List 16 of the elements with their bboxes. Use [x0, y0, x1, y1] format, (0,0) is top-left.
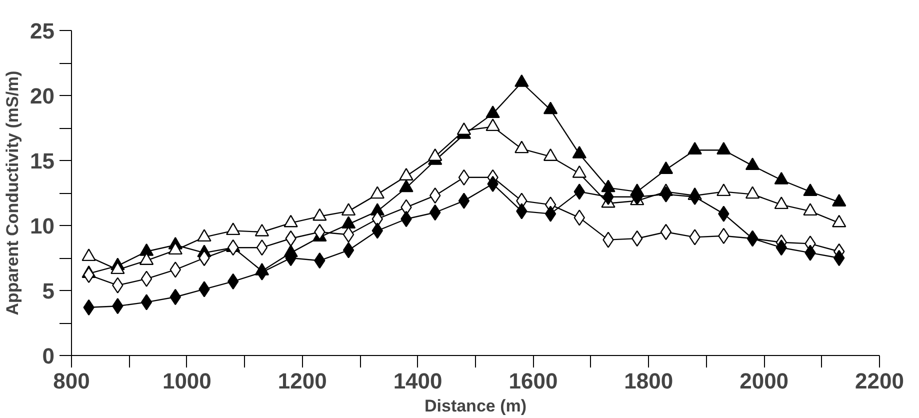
x-axis-title: Distance (m) — [424, 396, 527, 416]
x-tick-label: 2200 — [855, 368, 904, 394]
x-tick-label: 1600 — [508, 368, 558, 394]
x-tick-label: 1200 — [278, 368, 327, 394]
y-tick-label: 0 — [42, 344, 55, 368]
x-tick-label: 1000 — [162, 368, 212, 394]
y-tick-label: 15 — [30, 148, 55, 174]
y-axis-title: Apparent Conductivity (mS/m) — [3, 70, 22, 316]
x-tick-label: 1400 — [393, 368, 442, 394]
y-tick-label: 20 — [30, 84, 55, 108]
x-tick-label: 1800 — [624, 368, 674, 394]
y-tick-label: 10 — [30, 214, 55, 238]
x-tick-label: 2000 — [740, 368, 789, 394]
x-tick-label: 800 — [53, 368, 90, 394]
y-tick-label: 25 — [30, 18, 55, 44]
y-tick-label: 5 — [42, 278, 55, 304]
